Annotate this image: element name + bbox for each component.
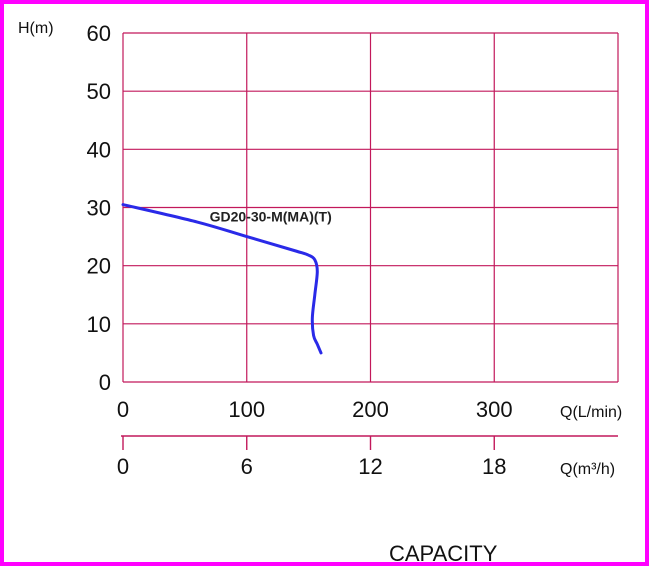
y-tick-label: 20	[87, 254, 111, 279]
y-tick-label: 50	[87, 79, 111, 104]
x-tick-label: 300	[476, 397, 513, 422]
x-axis-title: Q(L/min)	[560, 404, 622, 421]
capacity-label: CAPACITY	[389, 541, 498, 566]
x-tick-label: 100	[228, 397, 265, 422]
y-tick-label: 30	[87, 196, 111, 221]
curve-layer	[121, 203, 323, 355]
grid	[121, 32, 619, 450]
x2-tick-label: 18	[482, 454, 506, 479]
pump-curve-chart: H(m) Q(L/min) Q(m³/h) CAPACITY 0 10 20 30 40…	[18, 20, 622, 566]
series-label: GD20-30-M(MA)(T)	[210, 208, 332, 224]
x2-tick-label: 12	[358, 454, 382, 479]
x-axis-title-2: Q(m³/h)	[560, 461, 615, 478]
y-tick-label: 40	[87, 137, 111, 162]
x-tick-label: 0	[117, 397, 129, 422]
x2-tick-label: 0	[117, 454, 129, 479]
y-tick-label: 60	[87, 21, 111, 46]
x2-tick-label: 6	[241, 454, 253, 479]
series-line	[121, 203, 323, 355]
x-tick-label: 200	[352, 397, 389, 422]
y-tick-label: 10	[87, 312, 111, 337]
y-tick-label: 0	[99, 370, 111, 395]
label-layer: H(m) Q(L/min) Q(m³/h) CAPACITY 0 10 20 30 40…	[18, 20, 622, 566]
y-axis-title: H(m)	[18, 20, 54, 37]
